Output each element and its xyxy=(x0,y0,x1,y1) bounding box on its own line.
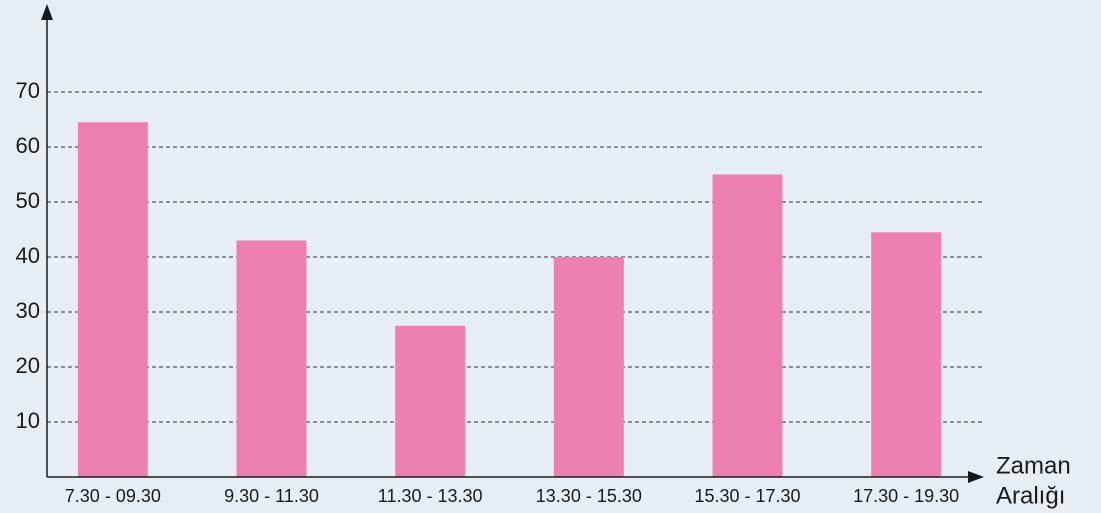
y-tick-label: 60 xyxy=(16,133,40,158)
x-tick-label: 11.30 - 13.30 xyxy=(378,486,483,506)
x-tick-label: 17.30 - 19.30 xyxy=(853,486,959,506)
bar xyxy=(712,174,783,477)
y-tick-label: 70 xyxy=(16,78,40,103)
bar xyxy=(871,232,942,477)
x-tick-label: 9.30 - 11.30 xyxy=(224,486,319,506)
y-tick-label: 40 xyxy=(16,243,40,268)
bar xyxy=(395,325,466,477)
x-axis-label: Aralığı xyxy=(996,482,1065,509)
y-tick-label: 50 xyxy=(16,188,40,213)
x-tick-label: 13.30 - 15.30 xyxy=(536,486,642,506)
x-axis-arrow xyxy=(968,471,984,483)
bar xyxy=(236,240,307,477)
bar xyxy=(553,257,624,477)
x-tick-label: 7.30 - 09.30 xyxy=(65,486,161,506)
bar xyxy=(77,122,148,477)
y-tick-label: 20 xyxy=(16,353,40,378)
y-tick-label: 30 xyxy=(16,298,40,323)
x-axis-label: Zaman xyxy=(996,452,1071,479)
y-axis-arrow xyxy=(41,4,53,20)
y-tick-label: 10 xyxy=(16,408,40,433)
x-tick-label: 15.30 - 17.30 xyxy=(694,486,800,506)
